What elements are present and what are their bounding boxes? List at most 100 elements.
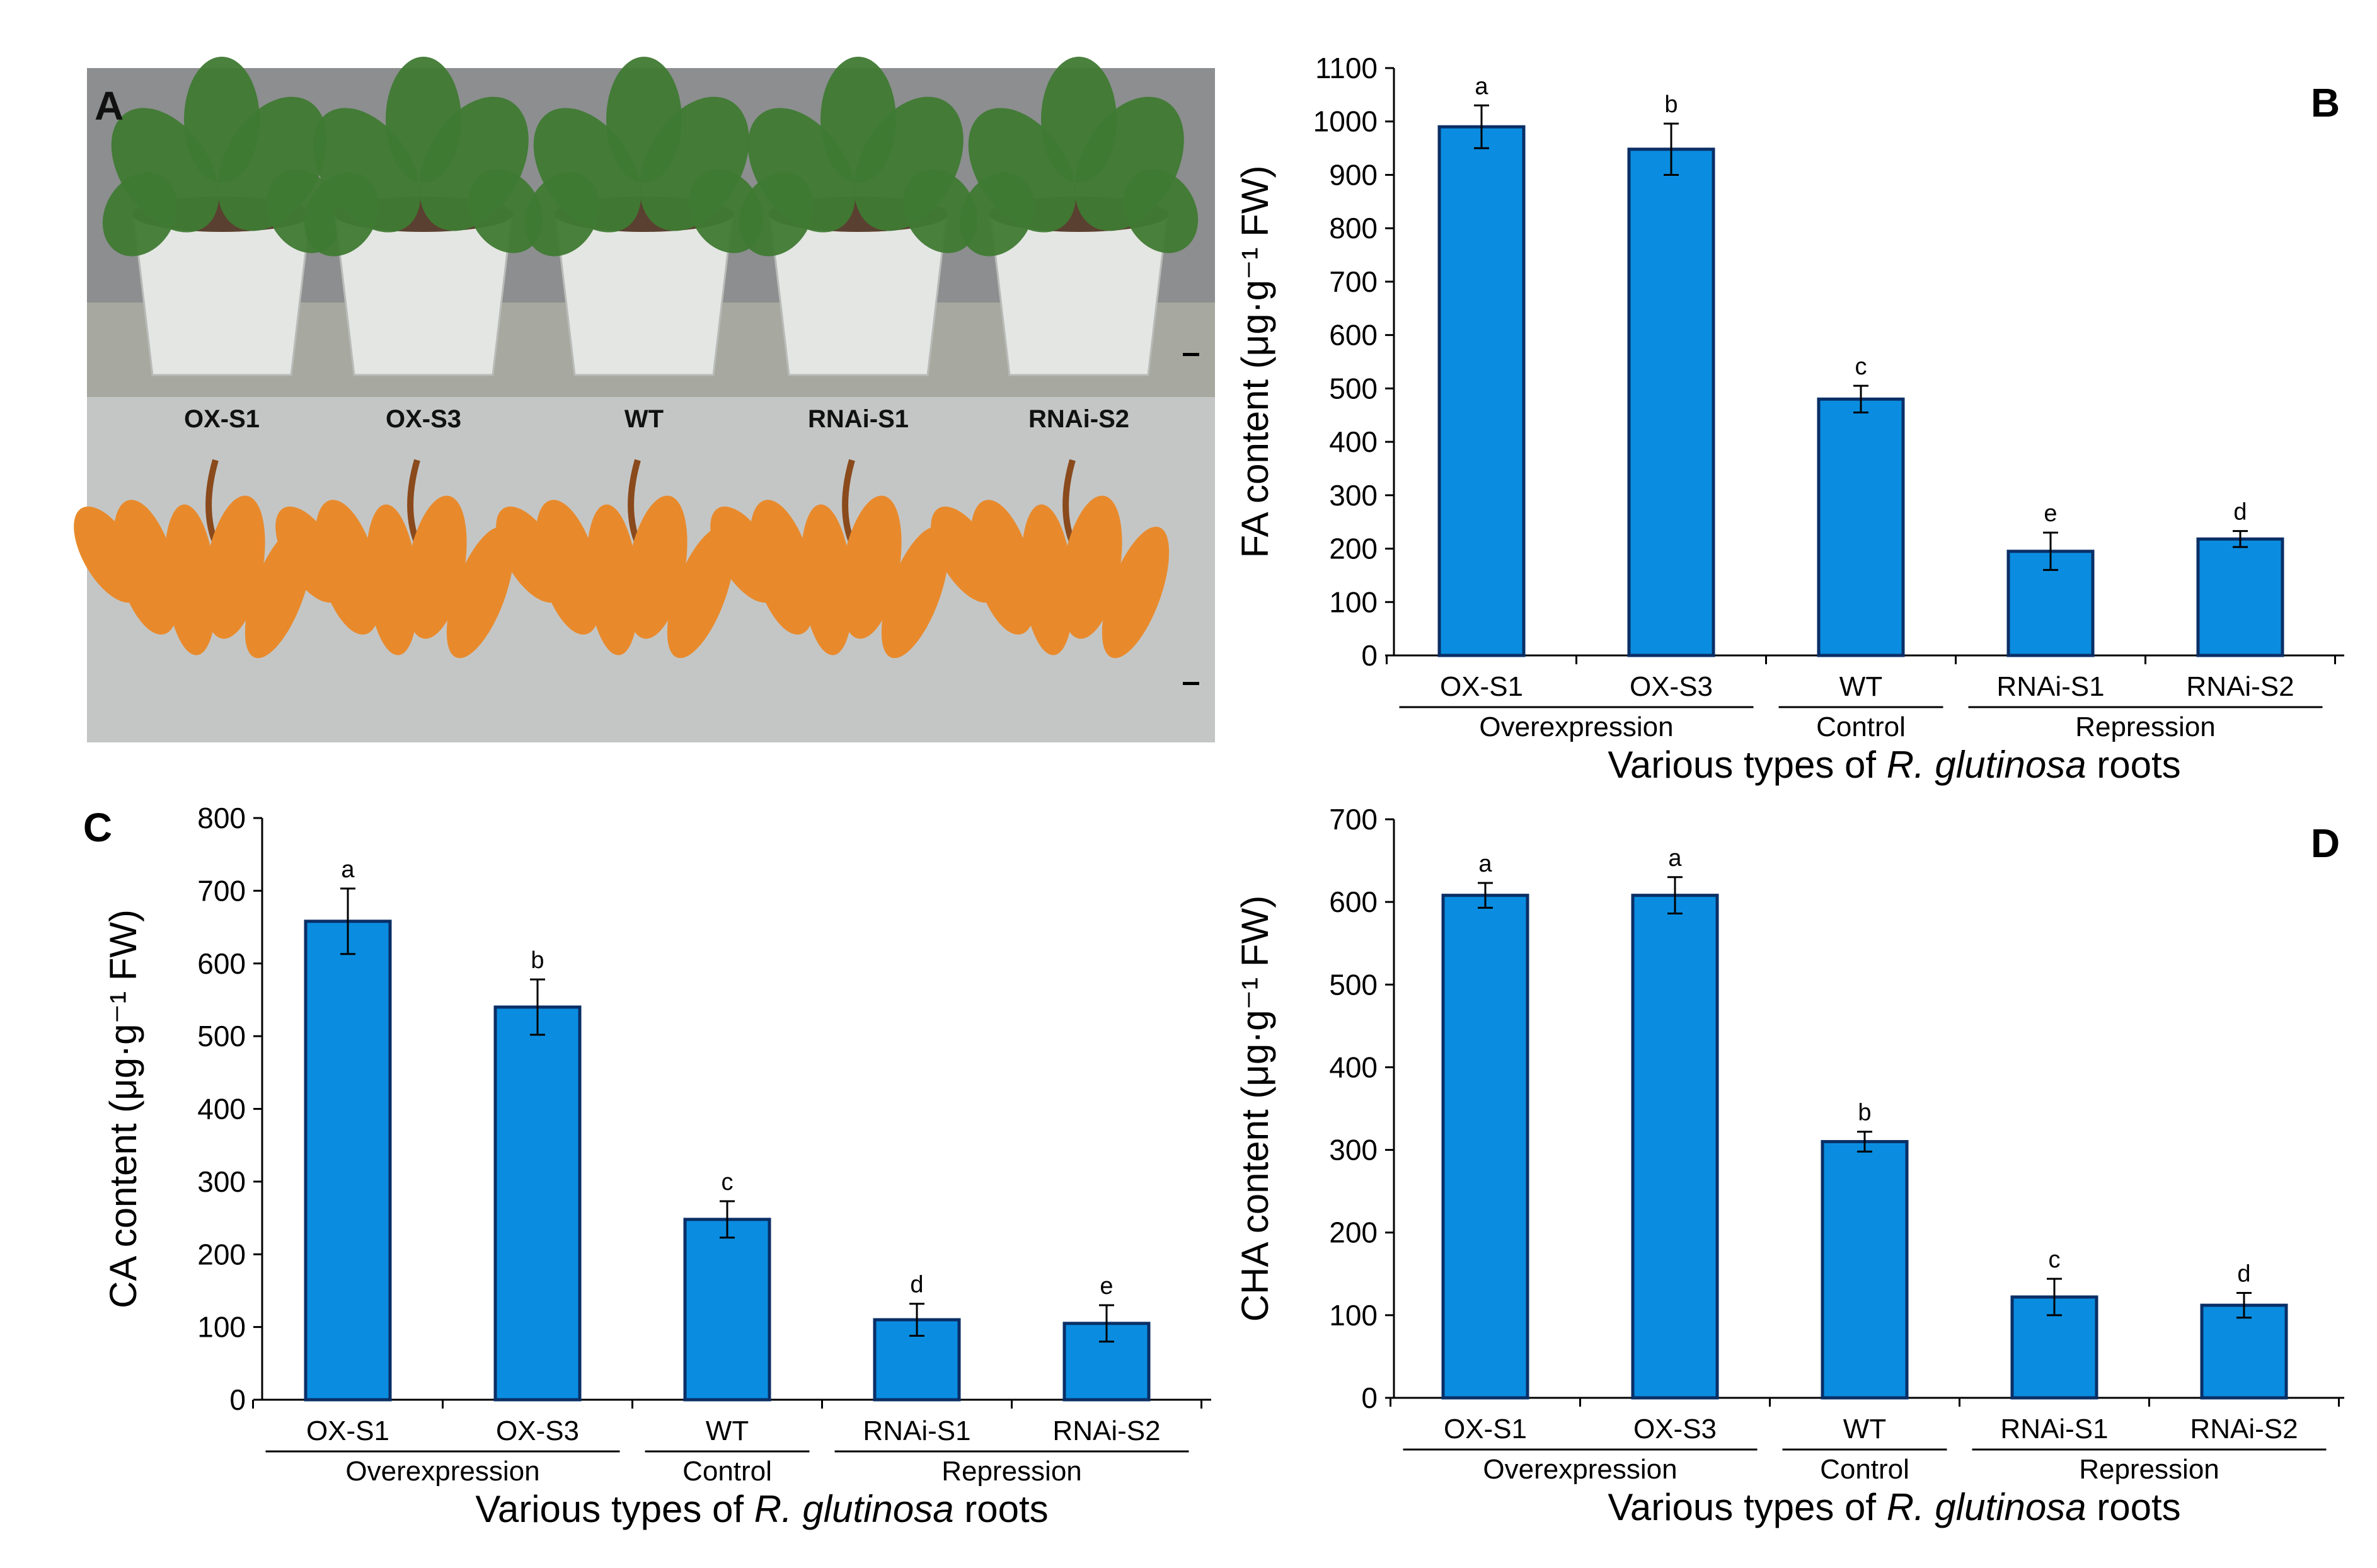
bar-wt — [1817, 397, 1905, 657]
y-tick-label: 0 — [1361, 639, 1378, 672]
group-label: Repression — [941, 1456, 1082, 1487]
root-cluster-5 — [931, 459, 1170, 659]
photo-label-ox-s1: OX-S1 — [184, 405, 260, 433]
significance-letter: b — [531, 947, 544, 974]
y-axis-title: CHA content (μg·g⁻¹ FW) — [1234, 896, 1276, 1322]
leaf-icon — [820, 57, 896, 183]
panel-label: B — [2311, 80, 2340, 125]
tuber-icon — [496, 506, 565, 603]
category-label: OX-S3 — [496, 1415, 579, 1446]
y-tick-label: 200 — [197, 1238, 246, 1271]
tuber-icon — [1021, 504, 1074, 655]
y-tick-label: 300 — [197, 1165, 246, 1198]
plant-5 — [959, 57, 1199, 376]
y-tick-label: 1000 — [1313, 105, 1378, 138]
tuber-icon — [710, 506, 780, 603]
leaf-icon — [386, 57, 461, 183]
x-axis-title-pre: Various types of — [475, 1488, 754, 1530]
y-tick-label: 300 — [1329, 479, 1378, 512]
x-axis-title: Various types of R. glutinosa roots — [1608, 744, 2180, 786]
tuber-icon — [800, 504, 853, 655]
group-label: Control — [1816, 712, 1906, 742]
significance-letter: c — [722, 1169, 734, 1196]
tuber-icon — [1102, 526, 1170, 659]
tuber-icon — [74, 506, 143, 603]
y-tick-label: 300 — [1329, 1134, 1378, 1167]
leaf-icon — [468, 169, 543, 253]
y-tick-label: 800 — [197, 802, 246, 834]
significance-letter: c — [2049, 1247, 2061, 1273]
chart-b-fa-content: 0 100 200 300 400 500 600 700 800 900 1000 1100 a OX-… — [1234, 52, 2344, 786]
chart-d-cha-content: 0 100 200 300 400 500 600 700 a OX-S1 a OX-S3 b WT c RN… — [1234, 803, 2344, 1528]
leaf-icon — [1041, 57, 1117, 183]
tuber-icon — [365, 504, 418, 655]
x-axis-title-pre: Various types of — [1608, 1486, 1886, 1528]
y-tick-label: 500 — [1329, 968, 1378, 1001]
tuber-icon — [586, 504, 639, 655]
category-label: WT — [706, 1415, 749, 1446]
y-tick-label: 800 — [1329, 212, 1378, 245]
x-axis-title-pre: Various types of — [1608, 744, 1886, 786]
harvested-roots — [74, 459, 1170, 659]
photo-label-rnai-s1: RNAi-S1 — [808, 405, 909, 433]
significance-letter: b — [1664, 91, 1678, 118]
y-tick-label: 600 — [1329, 885, 1378, 918]
significance-letter: b — [1858, 1100, 1871, 1126]
panel-a-photo: A OX-S1 OX-S3 WT RNAi-S1 RNAi-S2 — [74, 57, 1215, 742]
category-label: RNAi-S2 — [2190, 1414, 2298, 1444]
category-label: RNAi-S1 — [863, 1415, 970, 1446]
category-label: RNAi-S2 — [1052, 1415, 1160, 1446]
photo-label-rnai-s2: RNAi-S2 — [1028, 405, 1129, 433]
potted-plants — [102, 57, 1199, 376]
leaf-icon — [304, 172, 379, 257]
y-tick-label: 0 — [1361, 1381, 1378, 1414]
category-label: RNAi-S2 — [2186, 671, 2294, 702]
y-tick-label: 700 — [197, 874, 246, 907]
bar-wt — [1821, 1139, 1909, 1400]
leaf-icon — [902, 169, 978, 253]
tuber-icon — [881, 526, 949, 659]
x-axis-title-post: roots — [2086, 744, 2181, 786]
category-label: OX-S3 — [1630, 671, 1713, 702]
leaf-icon — [1123, 169, 1199, 253]
plant-1 — [102, 57, 342, 376]
category-label: RNAi-S1 — [1996, 671, 2104, 702]
tuber-icon — [275, 506, 345, 603]
x-axis-title-post: roots — [954, 1488, 1049, 1530]
significance-letter: d — [2233, 499, 2247, 526]
y-tick-label: 600 — [1329, 319, 1378, 352]
tuber-icon — [931, 506, 1000, 603]
root-cluster-2 — [275, 459, 514, 659]
significance-letter: d — [2237, 1260, 2250, 1287]
bar-wt — [683, 1218, 771, 1402]
leaf-icon — [739, 172, 814, 257]
chart-c-ca-content: 0 100 200 300 400 500 600 700 800 a OX-S1 b OX-S3 c WT… — [83, 802, 1211, 1530]
y-tick-label: 900 — [1329, 158, 1378, 191]
group-label: Control — [682, 1456, 772, 1487]
y-tick-label: 600 — [197, 947, 246, 980]
category-label: OX-S3 — [1633, 1414, 1717, 1444]
scale-bar-bottom — [1183, 682, 1199, 685]
significance-letter: e — [2044, 500, 2057, 527]
leaf-icon — [524, 172, 600, 257]
root-cluster-4 — [710, 459, 949, 659]
x-axis-title-post: roots — [2086, 1486, 2181, 1528]
photo-label-ox-s3: OX-S3 — [386, 405, 461, 433]
y-tick-label: 100 — [197, 1311, 246, 1344]
category-label: OX-S1 — [1440, 671, 1523, 702]
bar-ox-s1 — [304, 919, 392, 1402]
y-tick-label: 200 — [1329, 1216, 1378, 1249]
group-label: Repression — [2075, 712, 2216, 742]
significance-letter: a — [1475, 73, 1488, 100]
panel-label: D — [2311, 821, 2340, 866]
category-label: WT — [1839, 671, 1882, 702]
y-tick-label: 500 — [1329, 372, 1378, 405]
root-cluster-1 — [74, 459, 313, 659]
y-tick-label: 700 — [1329, 803, 1378, 836]
y-tick-label: 400 — [1329, 1051, 1378, 1083]
category-label: RNAi-S1 — [2000, 1414, 2108, 1444]
bar-ox-s1 — [1441, 894, 1529, 1400]
significance-letter: c — [1855, 354, 1867, 380]
y-tick-label: 1100 — [1315, 52, 1378, 84]
group-label: Repression — [2079, 1454, 2219, 1485]
